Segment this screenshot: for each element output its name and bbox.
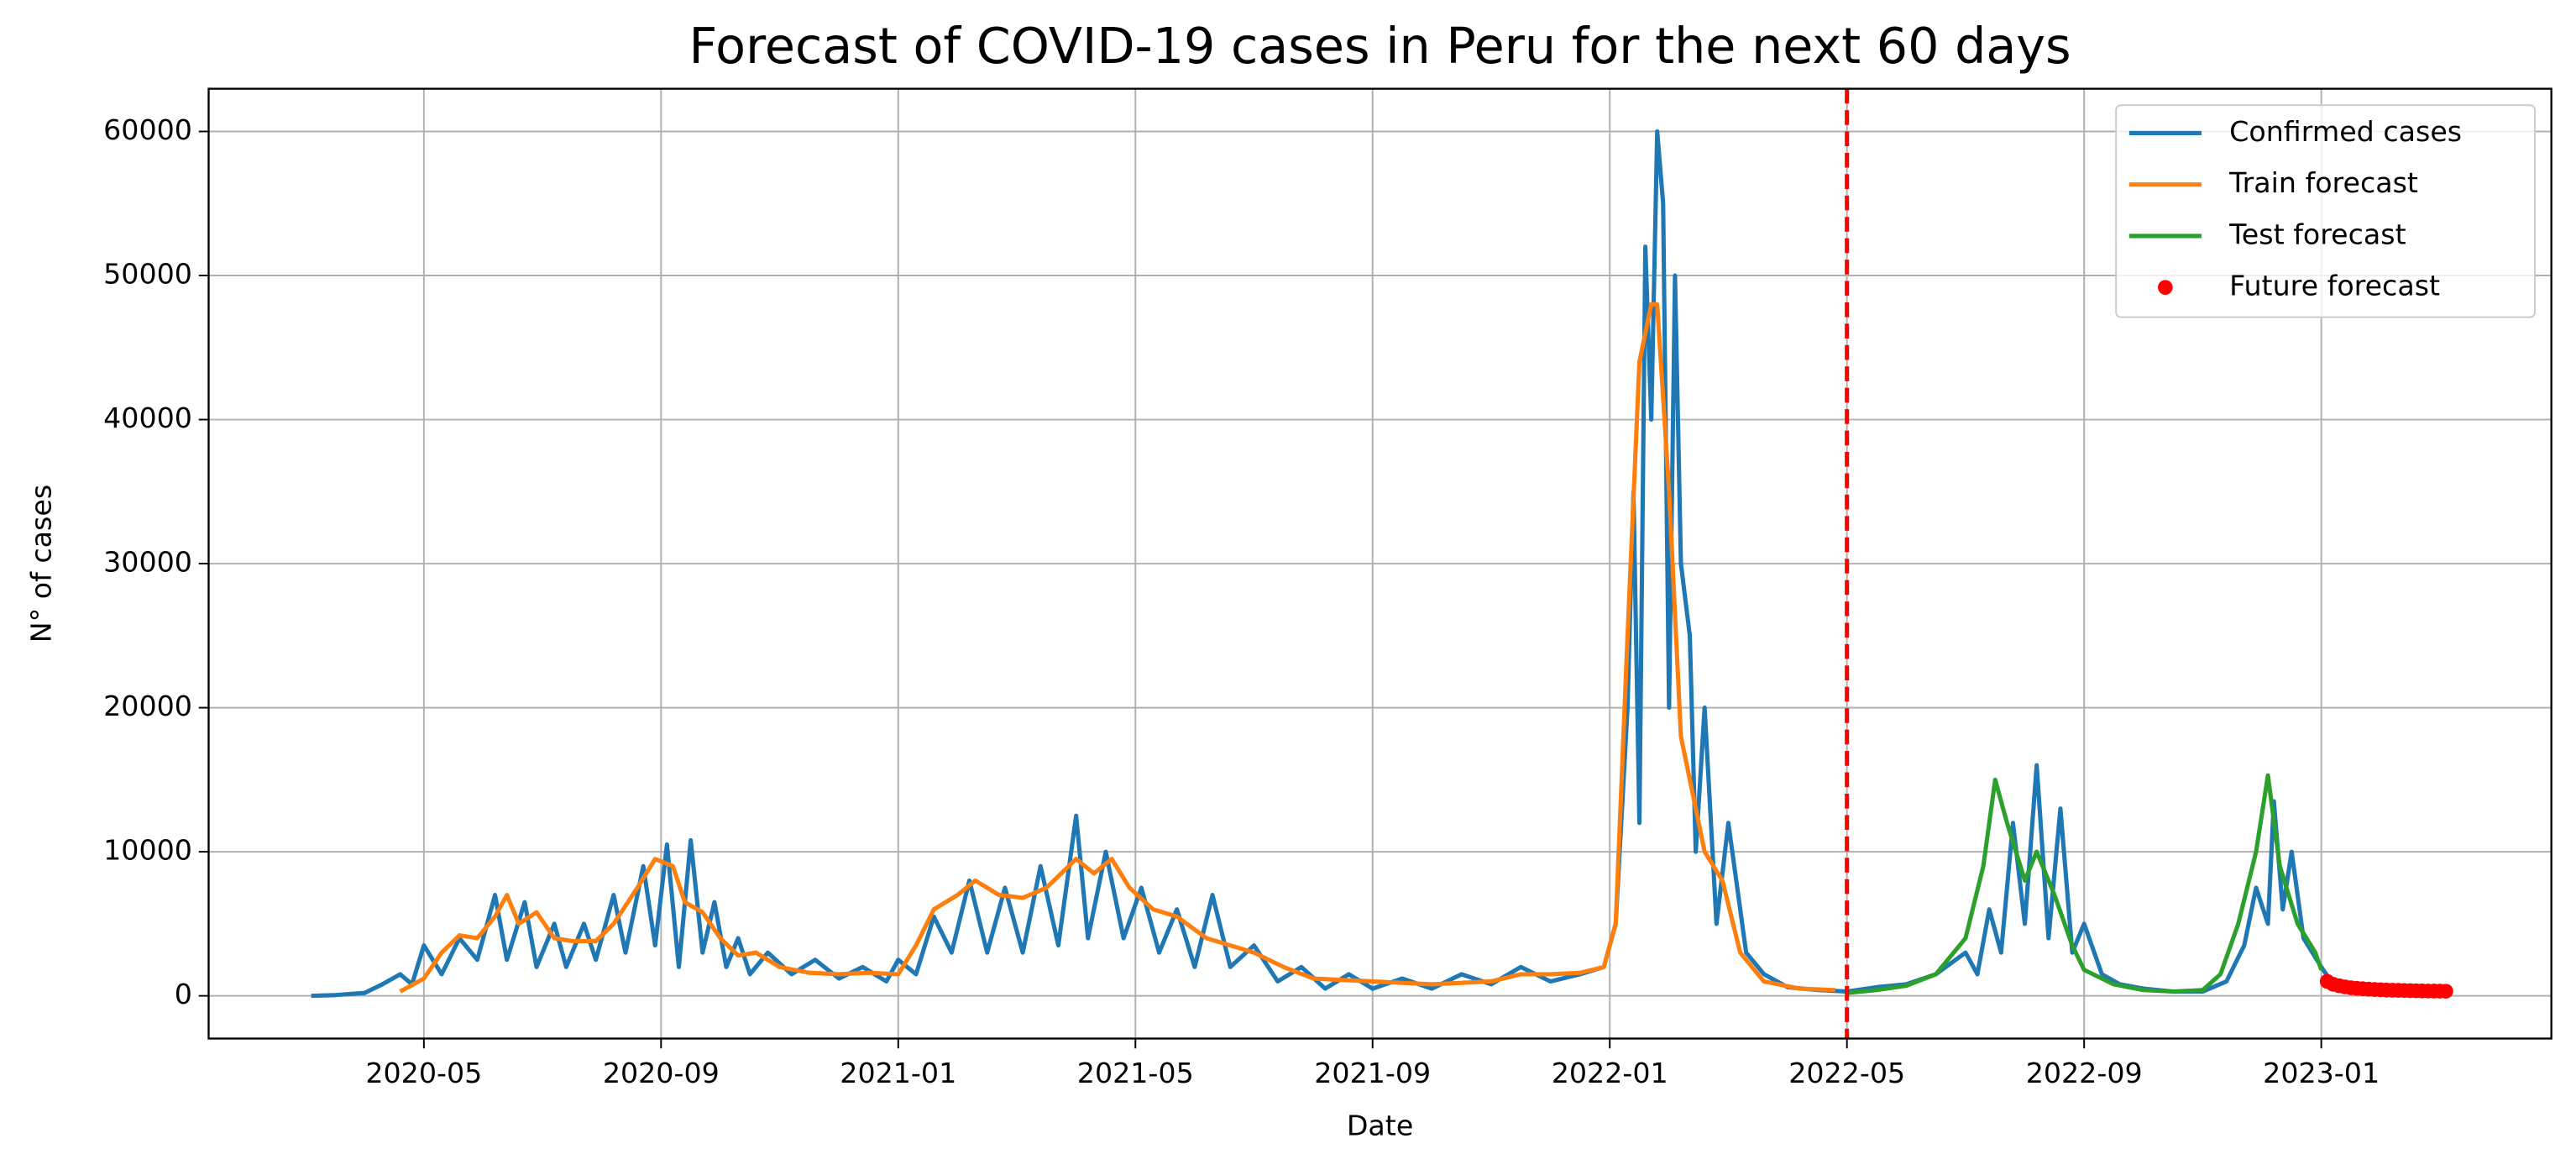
x-tick-label: 2022-05 (1788, 1057, 1905, 1089)
y-tick-label: 30000 (103, 546, 192, 579)
x-tick-label: 2020-05 (365, 1057, 482, 1089)
plot-frame (207, 87, 2552, 1040)
legend-label: Train forecast (2228, 166, 2418, 199)
legend-label: Confirmed cases (2229, 115, 2462, 148)
y-tick-label: 60000 (103, 113, 192, 146)
forecast-point (2438, 984, 2453, 999)
x-axis-label: Date (1347, 1110, 1413, 1142)
y-tick-label: 10000 (103, 834, 192, 867)
y-axis-label: N° of cases (24, 485, 57, 643)
x-tick-label: 2023-01 (2263, 1057, 2380, 1089)
plot-area (311, 129, 2453, 999)
series-line (1846, 773, 2324, 995)
x-tick-label: 2021-01 (840, 1057, 956, 1089)
legend-swatch (2158, 280, 2173, 295)
y-tick-label: 50000 (103, 258, 192, 291)
legend-label: Future forecast (2229, 270, 2440, 302)
series-line (399, 302, 1835, 994)
x-tick-label: 2020-09 (603, 1057, 720, 1089)
x-tick-label: 2022-09 (2026, 1057, 2143, 1089)
y-tick-label: 0 (175, 978, 192, 1010)
x-tick-label: 2021-09 (1314, 1057, 1431, 1089)
chart-title: Forecast of COVID-19 cases in Peru for t… (689, 18, 2071, 75)
y-tick-label: 20000 (103, 690, 192, 722)
y-tick-label: 40000 (103, 401, 192, 434)
legend-label: Test forecast (2228, 218, 2406, 250)
x-tick-label: 2022-01 (1552, 1057, 1668, 1089)
x-tick-label: 2021-05 (1077, 1057, 1194, 1089)
legend-box (2115, 104, 2537, 318)
